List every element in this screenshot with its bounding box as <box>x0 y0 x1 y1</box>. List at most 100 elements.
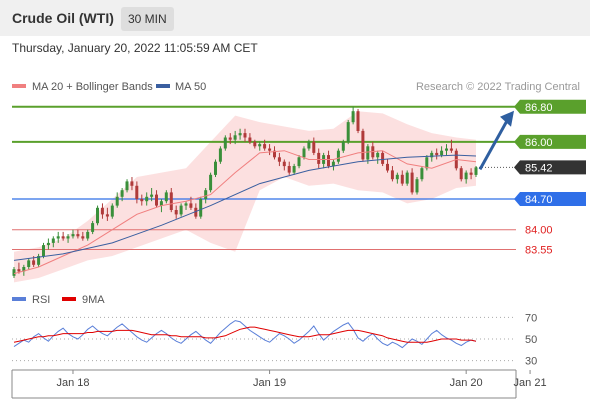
current-price-tag-label: 85.42 <box>525 162 553 174</box>
candle-body <box>327 155 330 167</box>
candle-body <box>361 130 365 160</box>
candle-body <box>159 201 163 206</box>
candle-body <box>277 157 281 162</box>
candle <box>445 144 448 156</box>
candle <box>425 155 429 171</box>
candle-body <box>37 256 41 265</box>
timeframe-badge[interactable]: 30 MIN <box>121 7 174 31</box>
candle <box>233 130 237 145</box>
candle <box>361 128 365 162</box>
resistance-level-tag-label: 86.00 <box>525 137 553 149</box>
current-price-tag-shape <box>514 160 586 175</box>
candle-body <box>287 166 291 173</box>
candle <box>317 148 321 169</box>
candle-body <box>449 148 453 151</box>
instrument-title: Crude Oil (WTI) <box>12 10 114 26</box>
candle <box>164 190 168 204</box>
candle-body <box>125 181 129 191</box>
candle <box>356 108 360 134</box>
rsi-ma-legend-label: 9MA <box>82 294 105 306</box>
candle-body <box>184 203 188 206</box>
candle-body <box>263 144 267 149</box>
candle <box>199 196 203 219</box>
candle <box>218 146 222 164</box>
candle <box>140 194 144 206</box>
candle-body <box>91 223 95 232</box>
candle-body <box>17 269 21 272</box>
candle <box>253 139 257 149</box>
candle-body <box>130 181 134 186</box>
candle-body <box>386 163 389 171</box>
support-resistance-levels <box>12 105 516 250</box>
candle <box>464 170 468 184</box>
candle-body <box>390 170 394 180</box>
candle-body <box>376 152 380 158</box>
candle <box>415 177 419 195</box>
candle-body <box>307 141 311 149</box>
candle-body <box>464 172 468 180</box>
candle <box>459 166 463 182</box>
candle <box>258 141 262 151</box>
ma20-legend-swatch <box>12 84 26 88</box>
pivot-level-tag: 84.70 <box>514 191 586 206</box>
forecast-arrow-head <box>500 110 514 127</box>
candle-body <box>351 111 355 123</box>
candle <box>351 106 355 125</box>
candle-body <box>341 141 345 151</box>
candle-body <box>459 168 463 180</box>
candle <box>46 238 50 250</box>
candle-body <box>204 190 208 199</box>
candle <box>331 159 335 171</box>
candle <box>184 201 188 210</box>
candle <box>410 168 414 195</box>
candle-body <box>238 133 242 136</box>
candle <box>100 203 104 219</box>
candle-body <box>189 203 193 208</box>
candle-body <box>61 236 65 239</box>
candle <box>86 229 90 241</box>
time-tick-label: Jan 18 <box>56 377 89 389</box>
candle <box>61 231 65 241</box>
candle-body <box>268 148 272 151</box>
rsi-legend-label: RSI <box>32 294 50 306</box>
rsi-ma-legend-swatch <box>62 297 76 301</box>
candle-body <box>155 194 158 206</box>
candle <box>297 155 301 169</box>
candle-body <box>51 238 55 243</box>
candle-body <box>46 242 50 246</box>
candle-body <box>100 207 104 215</box>
ma50-legend-swatch <box>156 84 170 88</box>
rsi-legend: RSI 9MA <box>12 294 105 306</box>
candle <box>155 190 158 208</box>
candle <box>395 172 399 184</box>
candle <box>27 258 31 270</box>
candle-body <box>469 172 473 175</box>
candle <box>174 205 178 219</box>
candle-body <box>96 207 99 224</box>
candle-body <box>164 192 168 202</box>
rsi-legend-swatch <box>12 297 26 301</box>
rsi-tick-label: 50 <box>525 334 537 346</box>
candle <box>179 203 183 217</box>
ma50-legend-label: MA 50 <box>175 81 206 93</box>
candle-body <box>317 152 321 164</box>
candle-body <box>474 167 478 175</box>
credit-label: Research © 2022 Trading Central <box>416 81 580 93</box>
candle <box>42 242 45 259</box>
candle-body <box>66 236 70 239</box>
candle <box>292 163 296 175</box>
rsi-line <box>13 320 477 349</box>
candle-body <box>258 144 262 147</box>
candle <box>135 181 139 204</box>
pivot-level-tag-shape <box>514 191 586 206</box>
time-tick-label: Jan 20 <box>450 377 483 389</box>
candle <box>66 234 70 243</box>
candle-body <box>405 172 409 184</box>
candle <box>400 170 404 186</box>
candle <box>91 220 95 235</box>
candle-body <box>415 179 419 193</box>
candle-body <box>22 267 26 272</box>
candle-body <box>71 234 75 237</box>
candle <box>420 166 424 182</box>
candle <box>120 188 124 202</box>
